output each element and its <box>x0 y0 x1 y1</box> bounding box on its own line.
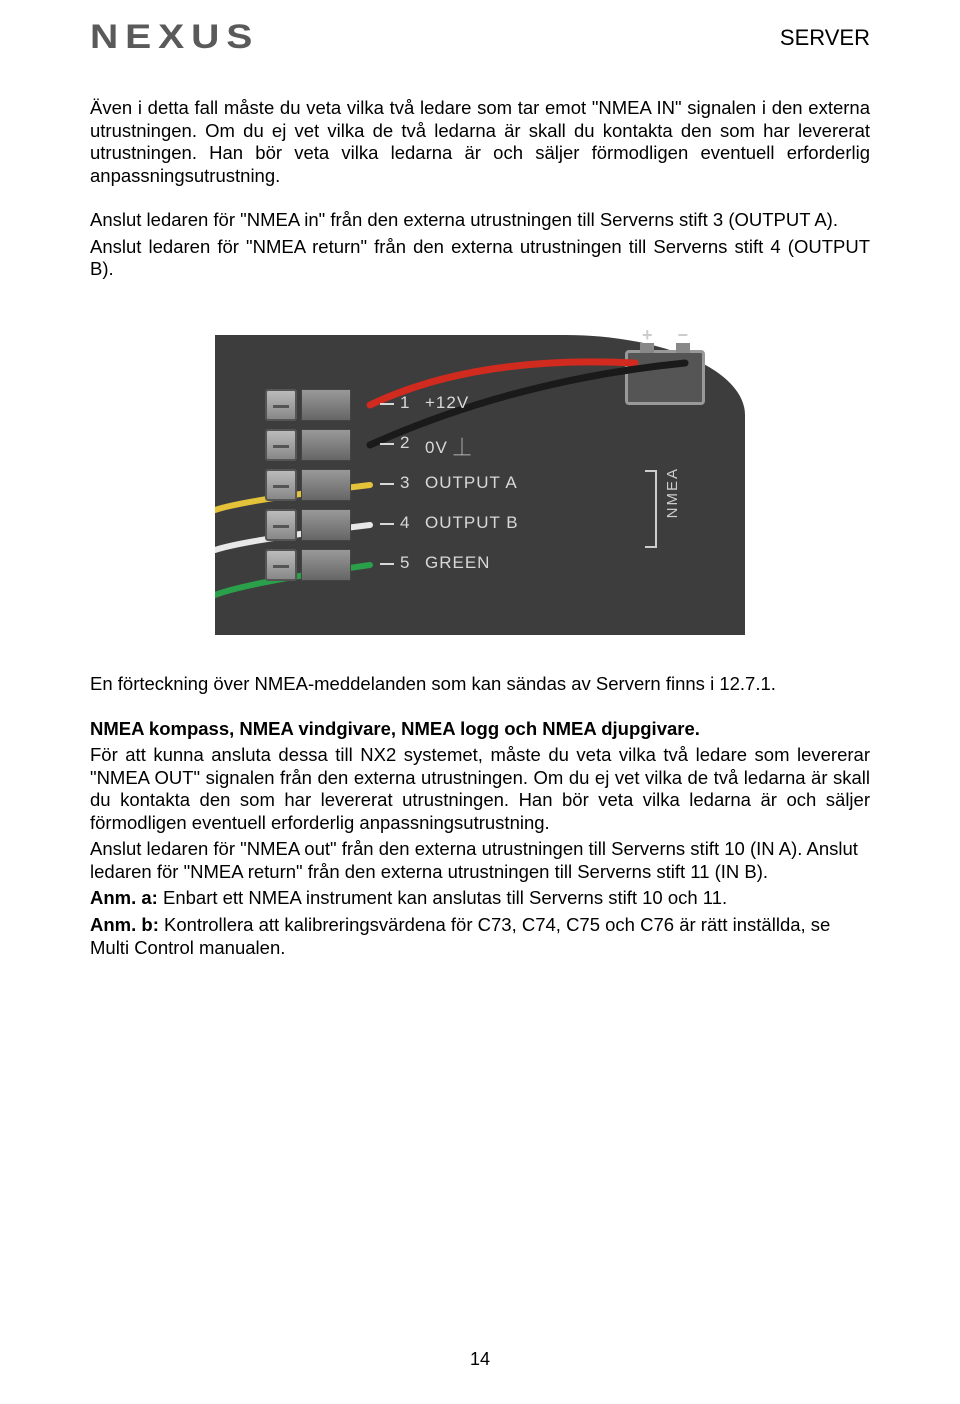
paragraph-4: En förteckning över NMEA-meddelanden som… <box>90 673 870 696</box>
pin-1-label: +12V <box>425 393 469 413</box>
page-number: 14 <box>0 1349 960 1370</box>
pin-4-num: 4 <box>400 513 410 533</box>
pin-3-label: OUTPUT A <box>425 473 518 493</box>
pin-2-num: 2 <box>400 433 410 453</box>
note-b-label: Anm. b: <box>90 914 159 935</box>
pin-4-label: OUTPUT B <box>425 513 519 533</box>
note-a: Anm. a: Enbart ett NMEA instrument kan a… <box>90 887 870 910</box>
nexus-logo: NEXUS <box>90 18 259 57</box>
pin-3-num: 3 <box>400 473 410 493</box>
wiring-diagram: + − <box>90 315 870 635</box>
note-a-label: Anm. a: <box>90 887 158 908</box>
server-label: SERVER <box>780 25 870 51</box>
paragraph-5: För att kunna ansluta dessa till NX2 sys… <box>90 744 870 834</box>
paragraph-1: Även i detta fall måste du veta vilka tv… <box>90 97 870 187</box>
page-header: NEXUS SERVER <box>90 18 870 57</box>
paragraph-3: Anslut ledaren för "NMEA return" från de… <box>90 236 870 281</box>
note-a-text: Enbart ett NMEA instrument kan anslutas … <box>158 887 727 908</box>
note-b-text: Kontrollera att kalibreringsvärdena för … <box>90 914 830 958</box>
nmea-bracket <box>645 470 657 548</box>
terminal-block <box>265 385 375 585</box>
pin-5-num: 5 <box>400 553 410 573</box>
paragraph-6: Anslut ledaren för "NMEA out" från den e… <box>90 838 870 883</box>
pin-2-label: 0V ⏊ <box>425 433 472 458</box>
pin-1-num: 1 <box>400 393 410 413</box>
note-b: Anm. b: Kontrollera att kalibreringsvärd… <box>90 914 870 959</box>
nmea-label: NMEA <box>664 467 681 518</box>
body-text: Även i detta fall måste du veta vilka tv… <box>90 97 870 959</box>
heading-nmea: NMEA kompass, NMEA vindgivare, NMEA logg… <box>90 718 870 741</box>
pin-5-label: GREEN <box>425 553 490 573</box>
paragraph-2: Anslut ledaren för "NMEA in" från den ex… <box>90 209 870 232</box>
